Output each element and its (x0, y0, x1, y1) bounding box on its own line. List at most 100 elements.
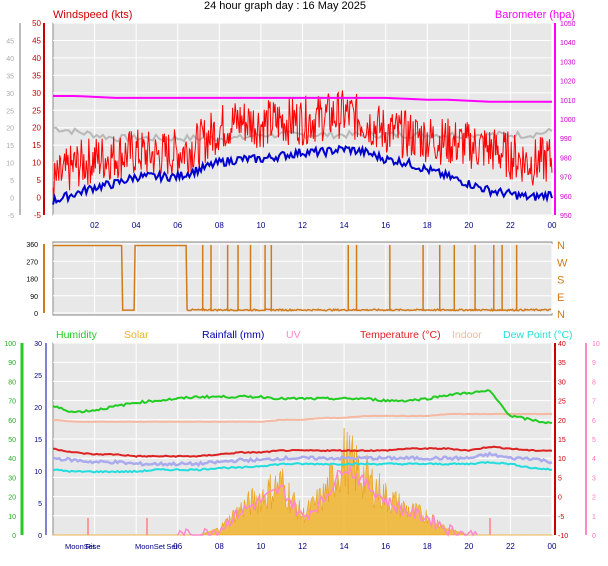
temperature-tick-label: -5 (558, 514, 564, 521)
barometer-tick-label: 990 (560, 136, 572, 143)
legend-item: UV (286, 329, 301, 341)
humidity-tick-label: 30 (8, 475, 16, 482)
direction-series (53, 244, 552, 312)
environment-legend: Humidity Solar Rainfall (mm) UV Temperature … (56, 329, 573, 341)
temperature-tick-label: 0 (558, 495, 562, 502)
compass-label: W (557, 257, 568, 269)
wind-x-ticks: 02 04 06 08 10 12 14 16 18 20 22 00 (90, 221, 557, 230)
windspeed-tick-label: 10 (32, 159, 41, 168)
gust-tick-label: 5 (10, 178, 14, 185)
uv-tick-label: 3 (592, 475, 596, 482)
wind-x-tick-label: 12 (298, 221, 307, 230)
moon-event-label: Rise (85, 542, 100, 551)
wind-x-tick-label: 20 (464, 221, 473, 230)
windspeed-tick-label: 35 (32, 71, 41, 80)
uv-tick-label: 9 (592, 360, 596, 367)
environment-x-tick-label: 16 (381, 542, 390, 551)
humidity-tick-label: 70 (8, 399, 16, 406)
rainfall-tick-label: 5 (38, 501, 42, 508)
environment-gridlines (53, 342, 553, 536)
apptemp-series-line (52, 451, 553, 468)
windspeed-tick-label: 0 (37, 194, 42, 203)
wind-x-tick-label: 02 (90, 221, 99, 230)
solar-area (53, 427, 552, 536)
rainfall-tick-label: 30 (34, 341, 42, 348)
temperature-tick-label: 30 (558, 379, 566, 386)
barometer-tick-label: 1030 (560, 59, 576, 66)
gust-tick-label: 35 (6, 73, 14, 80)
barometer-ticks: 1050 1040 1030 1020 1010 1000 990 980 970 960 950 (554, 21, 576, 220)
direction-tick-label: 270 (26, 259, 38, 266)
barometer-series-line (53, 95, 552, 103)
barometer-tick-label: 1010 (560, 98, 576, 105)
humidity-tick-label: 80 (8, 379, 16, 386)
temperature-tick-label: 20 (558, 418, 566, 425)
moon-event-label: Set (166, 542, 178, 551)
uv-tick-label: 10 (592, 341, 600, 348)
compass-label: E (557, 292, 564, 304)
temperature-tick-label: 15 (558, 437, 566, 444)
uv-tick-label: 1 (592, 514, 596, 521)
rainfall-tick-label: 15 (34, 437, 42, 444)
gust-tick-label: 20 (6, 126, 14, 133)
wind-x-tick-label: 06 (173, 221, 182, 230)
gust-tick-label: -5 (8, 213, 14, 220)
indoor-series-line (52, 412, 553, 423)
temperature-tick-label: -10 (558, 533, 568, 540)
rainfall-tick-label: 0 (38, 533, 42, 540)
rainfall-tick-label: 25 (34, 373, 42, 380)
environment-x-tick-label: 20 (464, 542, 473, 551)
humidity-tick-label: 40 (8, 456, 16, 463)
humidity-tick-label: 60 (8, 418, 16, 425)
environment-x-tick-label: 06 (173, 542, 182, 551)
wind-x-tick-label: 04 (132, 221, 141, 230)
gust-tick-label: 40 (6, 56, 14, 63)
compass-label: N (557, 309, 565, 321)
uv-series-line (177, 465, 478, 537)
environment-panel: Humidity Solar Rainfall (mm) UV Temperature … (4, 329, 600, 551)
environment-x-tick-label: 12 (298, 542, 307, 551)
humidity-series-line (52, 389, 553, 425)
gust-tick-label: 30 (6, 91, 14, 98)
windspeed-tick-label: 20 (32, 124, 41, 133)
barometer-tick-label: 1050 (560, 21, 576, 28)
temperature-tick-label: 40 (558, 341, 566, 348)
barometer-tick-label: 1000 (560, 117, 576, 124)
barometer-tick-label: 980 (560, 155, 572, 162)
temperature-tick-label: 25 (558, 399, 566, 406)
wind-x-tick-label: 00 (548, 221, 557, 230)
windspeed-tick-label: 5 (37, 176, 42, 185)
legend-item: Indoor (452, 329, 482, 341)
windspeed-tick-label: 30 (32, 89, 41, 98)
wind-x-tick-label: 14 (340, 221, 349, 230)
windspeed-tick-label: 15 (32, 141, 41, 150)
barometer-tick-label: 960 (560, 194, 572, 201)
moon-event-label: MoonSet (65, 542, 96, 551)
direction-tick-label: 360 (26, 242, 38, 249)
temperature-tick-label: 35 (558, 360, 566, 367)
barometer-axis-title: Barometer (hpa) (495, 9, 575, 21)
gust-tick-label: 15 (6, 143, 14, 150)
environment-x-tick-label: 00 (548, 542, 557, 551)
legend-item: Rainfall (mm) (202, 329, 264, 341)
humidity-tick-label: 0 (12, 533, 16, 540)
humidity-tick-label: 50 (8, 437, 16, 444)
humidity-tick-label: 20 (8, 495, 16, 502)
environment-series (52, 389, 553, 537)
dewpoint-series-line (52, 460, 553, 474)
moon-event-label: MoonSet (135, 542, 166, 551)
uv-tick-label: 5 (592, 437, 596, 444)
legend-item: Temperature (°C) (360, 329, 441, 341)
temperature-series-line (53, 445, 553, 458)
wind-x-tick-label: 08 (215, 221, 224, 230)
barometer-tick-label: 1040 (560, 40, 576, 47)
uv-tick-label: 2 (592, 495, 596, 502)
uv-tick-label: 6 (592, 418, 596, 425)
